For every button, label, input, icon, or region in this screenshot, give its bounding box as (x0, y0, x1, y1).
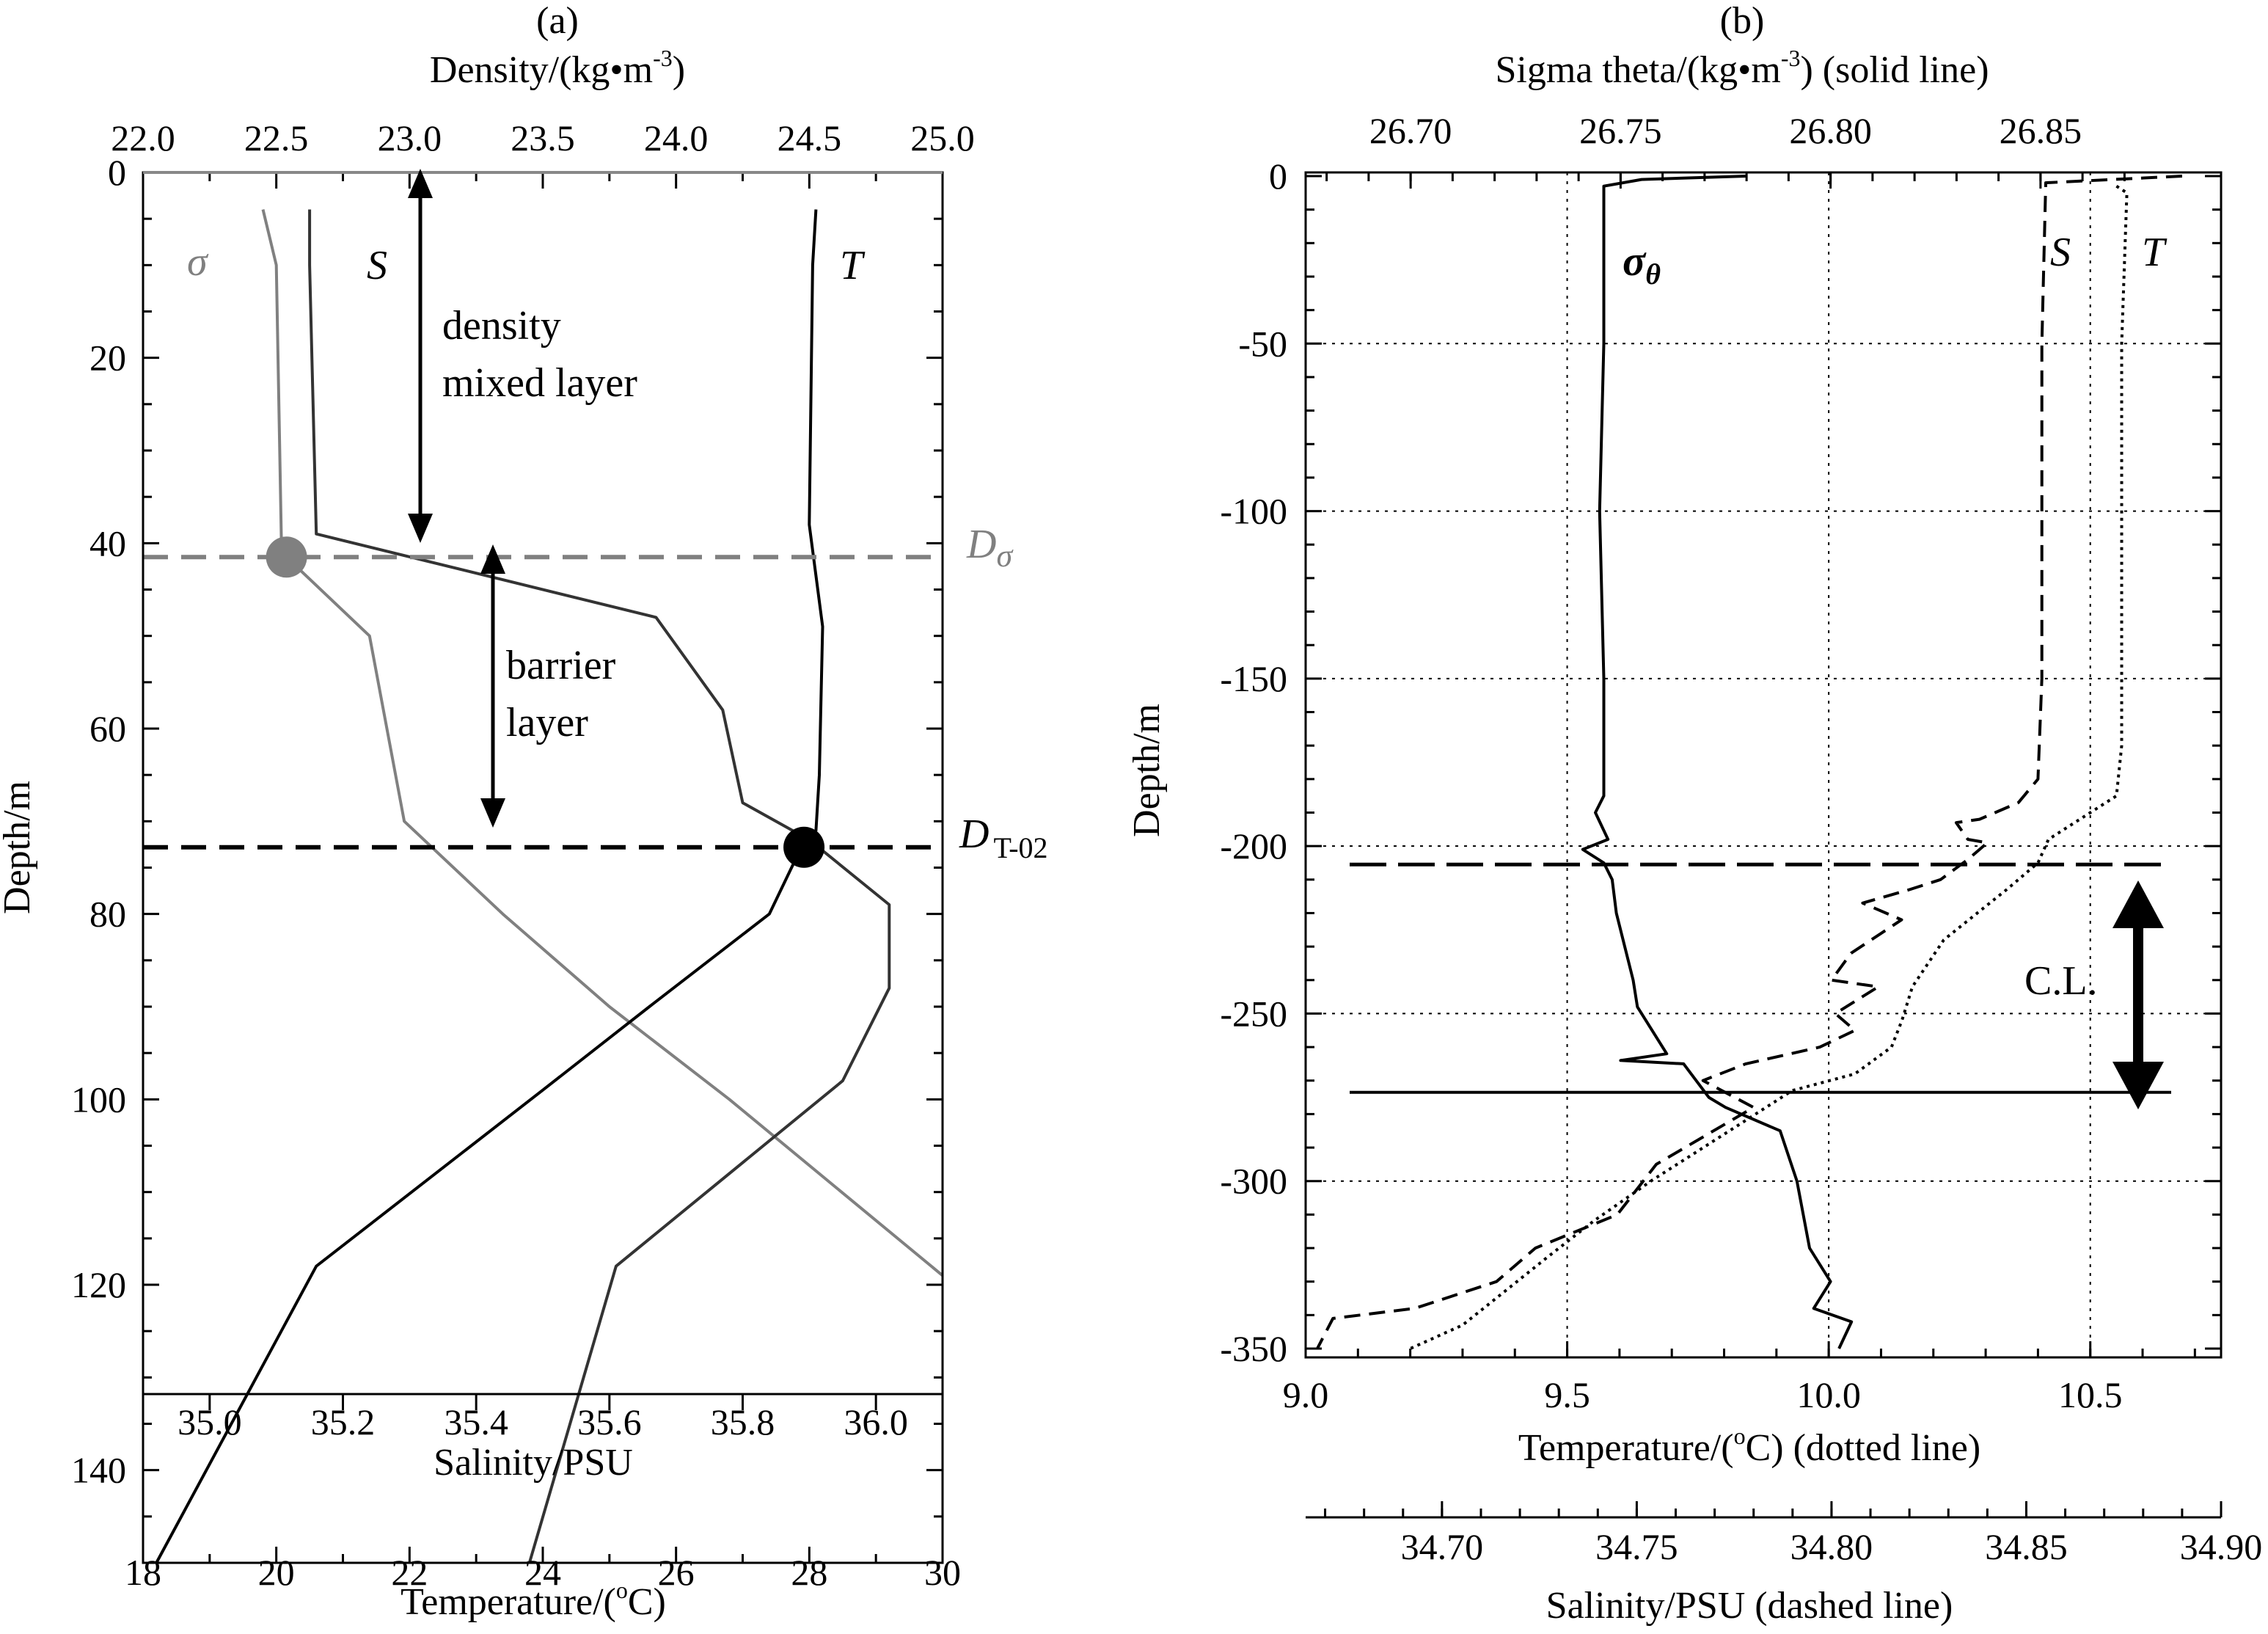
panel-a-depth-axis-title: Depth/m (0, 781, 38, 914)
salinity-tick-label: 34.80 (1790, 1526, 1873, 1567)
panel-a-salinity-axis-title: Salinity/PSU (434, 1442, 633, 1484)
panel-a-density-axis: 22.0 22.5 23.0 23.5 24.0 24.5 25.0 (111, 117, 975, 189)
panel-b-temperature-axis: 9.0 9.5 10.0 10.5 (1283, 1341, 2196, 1415)
depth-tick-label: 40 (89, 522, 126, 563)
temperature-tick-label: 24 (524, 1552, 561, 1593)
panel-b-sigma-profile (1581, 175, 1854, 1349)
depth-tick-label: 0 (108, 152, 126, 193)
panel-a-density-axis-title: Density/(kg•m-3) (430, 45, 685, 91)
temperature-tick-label: 10.0 (1796, 1374, 1861, 1415)
panel-a-depth-axis: 0 20 40 60 80 100 120 140 (71, 152, 943, 1518)
salinity-tick-label: 34.75 (1595, 1526, 1678, 1567)
panel-a-d-sigma-label: Dσ (966, 522, 1014, 574)
panel-b-frame (1304, 171, 2223, 1359)
density-mixed-layer-arrow (408, 169, 433, 543)
panel-a-salinity-profile (308, 209, 891, 1564)
panel-b-sigma-theta-label: σθ (1623, 237, 1661, 291)
cl-label: C.L. (2024, 958, 2098, 1004)
panel-b-sigma-axis: 26.70 26.75 26.80 26.85 (1325, 110, 2126, 189)
panel-a-s-label: S (367, 243, 387, 288)
density-tick-label: 25.0 (910, 117, 975, 158)
depth-tick-label: 120 (71, 1264, 126, 1305)
panel-b-salinity-axis: 34.70 34.75 34.80 34.85 34.90 (1324, 1501, 2263, 1567)
panel-b-label: (b) (1720, 0, 1765, 42)
depth-tick-label: -100 (1220, 491, 1287, 532)
depth-tick-label: -300 (1220, 1161, 1287, 1202)
temperature-tick-label: 22 (391, 1552, 428, 1593)
density-tick-label: 24.0 (644, 117, 709, 158)
salinity-tick-label: 35.4 (444, 1401, 508, 1442)
panel-b-s-label: S (2050, 230, 2071, 275)
salinity-tick-label: 35.0 (178, 1401, 242, 1442)
salinity-tick-label: 34.70 (1401, 1526, 1484, 1567)
density-tick-label: 22.0 (111, 117, 175, 158)
density-mixed-layer-label-2: mixed layer (442, 360, 637, 406)
sigma-tick-label: 26.80 (1789, 110, 1872, 151)
panel-a-d-t02-label: D T-02 (959, 811, 1048, 864)
panel-a: (a) Density/(kg•m-3) 22.0 22.5 23.0 23.5 24.… (0, 0, 1048, 1623)
density-tick-label: 22.5 (244, 117, 309, 158)
panel-a-t-label: T (840, 243, 866, 288)
panel-b-t-label: T (2142, 230, 2168, 275)
depth-tick-label: 100 (71, 1079, 126, 1120)
panel-a-temperature-axis: 18 20 22 24 26 28 30 (125, 1547, 961, 1593)
temperature-tick-label: 20 (258, 1552, 295, 1593)
d-t02-marker (783, 826, 825, 868)
depth-tick-label: 0 (1269, 156, 1287, 197)
temperature-tick-label: 9.0 (1283, 1374, 1329, 1415)
density-tick-label: 23.5 (511, 117, 575, 158)
depth-tick-label: -150 (1220, 658, 1287, 699)
salinity-tick-label: 34.90 (2180, 1526, 2263, 1567)
salinity-tick-label: 36.0 (844, 1401, 908, 1442)
panel-b-salinity-axis-title: Salinity/PSU (dashed line) (1546, 1585, 1953, 1627)
panel-b-depth-axis: 0 -50 -100 -150 -200 -250 -300 -350 (1220, 156, 2221, 1369)
barrier-layer-label-2: layer (506, 700, 588, 745)
salinity-tick-label: 34.85 (1985, 1526, 2068, 1567)
depth-tick-label: -50 (1238, 323, 1287, 364)
panel-b-grid (1306, 172, 2221, 1357)
cl-arrow (2112, 880, 2164, 1109)
depth-tick-label: 20 (89, 338, 126, 379)
panel-a-salinity-axis: 35.0 35.2 35.4 35.6 35.8 36.0 (178, 1394, 908, 1442)
barrier-layer-arrow (480, 544, 505, 828)
temperature-tick-label: 28 (791, 1552, 827, 1593)
density-mixed-layer-label-1: density (442, 303, 561, 349)
panel-b-temperature-axis-title: Temperature/(oC) (dotted line) (1518, 1423, 1980, 1469)
density-tick-label: 24.5 (778, 117, 842, 158)
salinity-tick-label: 35.8 (711, 1401, 775, 1442)
barrier-layer-label-1: barrier (506, 643, 616, 688)
density-tick-label: 23.0 (378, 117, 442, 158)
depth-tick-label: 60 (89, 708, 126, 749)
depth-tick-label: 80 (89, 894, 126, 935)
sigma-tick-label: 26.85 (2000, 110, 2082, 151)
panel-b-sigma-axis-title: Sigma theta/(kg•m-3) (solid line) (1495, 45, 1989, 91)
panel-b-salinity-profile (1316, 175, 2182, 1349)
sigma-tick-label: 26.70 (1369, 110, 1452, 151)
panel-a-temperature-axis-title: Temperature/(oC) (400, 1577, 666, 1623)
depth-tick-label: 140 (71, 1450, 126, 1491)
temperature-tick-label: 10.5 (2058, 1374, 2123, 1415)
salinity-tick-label: 35.2 (311, 1401, 376, 1442)
temperature-tick-label: 26 (658, 1552, 695, 1593)
panel-b: (b) Sigma theta/(kg•m-3) (solid line) 26… (1126, 0, 2262, 1627)
panel-a-density-profile (261, 209, 944, 1277)
sigma-tick-label: 26.75 (1579, 110, 1662, 151)
d-sigma-marker (266, 536, 307, 578)
panel-a-label: (a) (536, 0, 579, 42)
panel-a-sigma-label: σ (187, 239, 209, 285)
salinity-tick-label: 35.6 (577, 1401, 642, 1442)
temperature-tick-label: 9.5 (1544, 1374, 1590, 1415)
depth-tick-label: -350 (1220, 1328, 1287, 1369)
panel-b-depth-axis-title: Depth/m (1126, 704, 1168, 837)
depth-tick-label: -250 (1220, 993, 1287, 1034)
depth-tick-label: -200 (1220, 825, 1287, 867)
